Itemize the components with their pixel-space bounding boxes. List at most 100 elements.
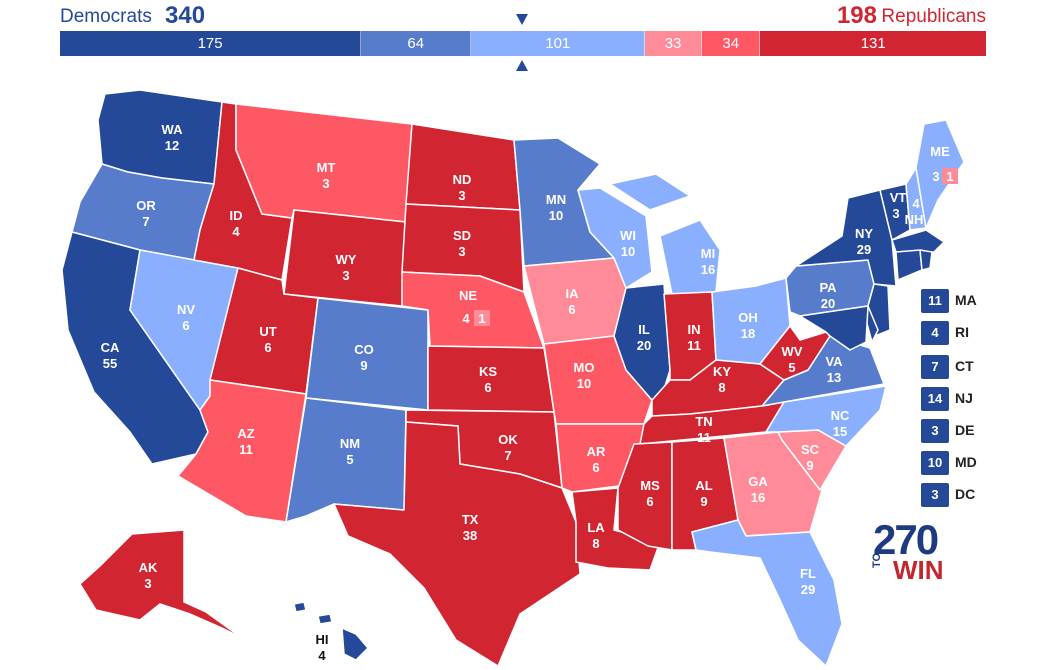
state-MI[interactable] [659, 219, 721, 295]
small-state-abbr: MA [955, 292, 977, 308]
state-abbr-CA: CA [101, 340, 120, 355]
state-abbr-IL: IL [638, 322, 650, 337]
state-abbr-NV: NV [177, 302, 195, 317]
state-votes-HI: 4 [318, 648, 326, 663]
state-abbr-MN: MN [546, 192, 566, 207]
small-state-abbr: NJ [955, 390, 973, 406]
small-state-votes: 14 [921, 387, 949, 411]
state-abbr-UT: UT [259, 324, 276, 339]
small-state-votes: 11 [921, 289, 949, 313]
logo-number: 270 [873, 516, 939, 563]
state-votes-IL: 20 [637, 338, 651, 353]
state-abbr-MS: MS [640, 478, 660, 493]
small-state-MD[interactable]: 10 MD [921, 451, 1011, 475]
state-abbr-NM: NM [340, 436, 360, 451]
small-state-votes: 10 [921, 451, 949, 475]
state-votes-KY: 8 [718, 380, 725, 395]
small-state-RI[interactable]: 4 RI [921, 321, 1011, 345]
state-abbr-MO: MO [574, 360, 595, 375]
state-votes-SC: 9 [806, 458, 813, 473]
state-abbr-AK: AK [139, 560, 158, 575]
state-votes-AZ: 11 [239, 442, 253, 457]
state-votes-WI: 10 [621, 244, 635, 259]
state-abbr-KS: KS [479, 364, 497, 379]
bar-segment: 64 [361, 31, 472, 56]
state-abbr-MI: MI [701, 246, 715, 261]
state-HI[interactable] [293, 601, 369, 661]
state-votes-NM: 5 [346, 452, 353, 467]
state-abbr-ND: ND [453, 172, 472, 187]
small-state-abbr: RI [955, 324, 969, 340]
state-abbr-OH: OH [738, 310, 758, 325]
state-votes-IN: 11 [687, 338, 701, 353]
state-MD[interactable] [799, 305, 869, 351]
state-votes-WA: 12 [165, 138, 179, 153]
state-votes-GA: 16 [751, 490, 765, 505]
state-abbr-AR: AR [587, 444, 606, 459]
nebraska-district-votes: 1 [478, 311, 485, 326]
maine-district-box [942, 168, 958, 184]
state-votes-NV: 6 [182, 318, 189, 333]
small-state-CT[interactable]: 7 CT [921, 355, 1011, 379]
state-RI[interactable] [919, 249, 933, 271]
state-votes-SD: 3 [458, 244, 465, 259]
state-votes-PA: 20 [821, 296, 835, 311]
state-votes-ME: 3 [932, 169, 939, 184]
state-CT[interactable] [895, 249, 923, 281]
state-votes-NY: 29 [857, 242, 871, 257]
state-votes-MI: 16 [701, 262, 715, 277]
democrats-total: 340 [165, 2, 206, 29]
state-votes-LA: 8 [592, 536, 599, 551]
state-MI-upper[interactable] [609, 173, 691, 211]
state-abbr-LA: LA [587, 520, 605, 535]
state-abbr-SC: SC [801, 442, 820, 457]
state-votes-MN: 10 [549, 208, 563, 223]
state-ME[interactable] [915, 119, 965, 229]
state-votes-OH: 18 [741, 326, 755, 341]
state-votes-ND: 3 [458, 188, 465, 203]
state-votes-TX: 38 [463, 528, 477, 543]
small-state-MA[interactable]: 11 MA [921, 289, 1011, 313]
state-votes-NC: 15 [833, 424, 847, 439]
small-state-abbr: DE [955, 422, 975, 438]
state-abbr-AZ: AZ [237, 426, 254, 441]
electoral-header: Democrats 340 198 Republicans 175 64 101 33… [0, 0, 1050, 80]
small-state-DC[interactable]: 3 DC [921, 483, 1011, 507]
state-labels: WA12OR7CA55NV6ID4MT3WY3UT6AZ11CO9NM5ND3S… [101, 122, 950, 663]
state-votes-KS: 6 [484, 380, 491, 395]
state-votes-ID: 4 [232, 224, 240, 239]
state-abbr-WA: WA [162, 122, 184, 137]
state-abbr-ID: ID [230, 208, 243, 223]
state-FL[interactable] [691, 519, 843, 667]
state-votes-OK: 7 [504, 448, 511, 463]
state-abbr-GA: GA [748, 474, 768, 489]
state-AK[interactable] [79, 529, 243, 639]
bar-segment: 34 [701, 31, 761, 56]
state-abbr-IN: IN [688, 322, 701, 337]
small-state-DE[interactable]: 3 DE [921, 419, 1011, 443]
midpoint-up-arrow-icon [516, 60, 528, 71]
state-TX[interactable] [333, 421, 581, 667]
state-abbr-NE: NE [459, 288, 477, 303]
small-state-NJ[interactable]: 14 NJ [921, 387, 1011, 411]
midpoint-down-arrow-icon [516, 14, 528, 25]
state-abbr-HI: HI [316, 632, 329, 647]
state-votes-WY: 3 [342, 268, 349, 283]
small-state-votes: 3 [921, 483, 949, 507]
state-abbr-WV: WV [782, 344, 803, 359]
state-KS[interactable] [427, 345, 555, 413]
state-abbr-TX: TX [462, 512, 479, 527]
state-votes-TN: 11 [697, 430, 711, 445]
state-abbr-VA: VA [825, 354, 843, 369]
state-abbr-NC: NC [831, 408, 850, 423]
state-MA[interactable] [891, 229, 945, 253]
democrats-label: Democrats [60, 6, 152, 27]
state-votes-VA: 13 [827, 370, 841, 385]
state-LA[interactable] [571, 487, 661, 571]
state-votes-NH: 4 [912, 196, 920, 211]
state-votes-CO: 9 [360, 358, 367, 373]
state-IA[interactable] [523, 257, 627, 345]
state-abbr-SD: SD [453, 228, 471, 243]
state-votes-WV: 5 [788, 360, 795, 375]
state-WI[interactable] [577, 187, 653, 289]
